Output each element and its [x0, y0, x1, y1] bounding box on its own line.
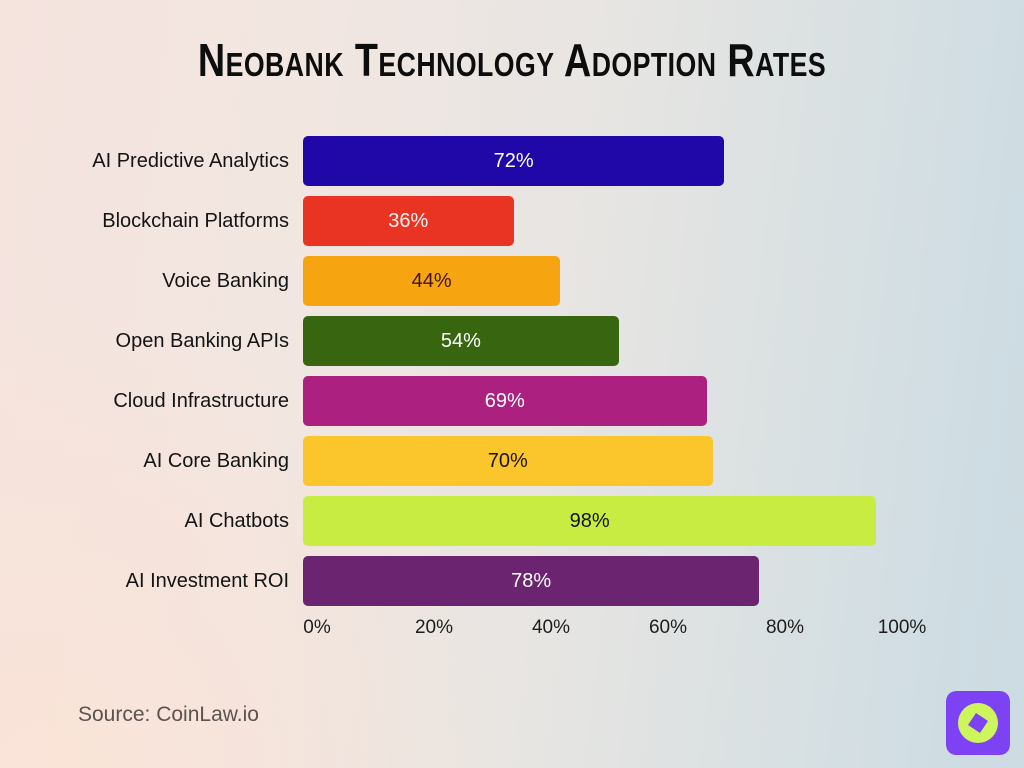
bar-row: AI Chatbots 98%: [0, 491, 1024, 551]
category-label: AI Predictive Analytics: [92, 149, 289, 172]
bar-blockchain-platforms: 36%: [303, 196, 514, 246]
bar-track: 70%: [303, 436, 888, 486]
bar-ai-predictive-analytics: 72%: [303, 136, 725, 186]
coinlaw-logo-icon: [946, 691, 1010, 755]
bar-value-label: 36%: [388, 209, 429, 232]
bar-value-label: 44%: [411, 269, 452, 292]
bar-value-label: 54%: [440, 329, 481, 352]
x-axis-tick: 40%: [531, 617, 571, 638]
bar-row: Blockchain Platforms 36%: [0, 191, 1024, 251]
bar-row: Cloud Infrastructure 69%: [0, 371, 1024, 431]
bar-voice-banking: 44%: [303, 256, 561, 306]
category-label: Blockchain Platforms: [102, 209, 289, 232]
category-label: Open Banking APIs: [115, 329, 289, 352]
category-label: AI Investment ROI: [125, 569, 289, 592]
bar-row: AI Core Banking 70%: [0, 431, 1024, 491]
bar-value-label: 72%: [493, 149, 534, 172]
category-label: Cloud Infrastructure: [113, 389, 289, 412]
bar-track: 54%: [303, 316, 888, 366]
bar-rows: AI Predictive Analytics 72% Blockchain Pla…: [0, 131, 1024, 611]
bar-value-label: 78%: [511, 569, 552, 592]
bar-track: 72%: [303, 136, 888, 186]
bar-open-banking-apis: 54%: [303, 316, 619, 366]
bar-chart: AI Predictive Analytics 72% Blockchain Pla…: [0, 131, 1024, 645]
category-label: Voice Banking: [162, 269, 289, 292]
bar-value-label: 70%: [487, 449, 528, 472]
bar-row: AI Investment ROI 78%: [0, 551, 1024, 611]
source-credit: Source: CoinLaw.io: [78, 703, 259, 726]
x-axis-tick: 0%: [303, 617, 331, 638]
bar-track: 36%: [303, 196, 888, 246]
x-axis-tick: 80%: [765, 617, 805, 638]
bar-track: 44%: [303, 256, 888, 306]
x-axis: 0% 20% 40% 60% 80% 100%: [303, 611, 926, 645]
x-axis-tick: 20%: [414, 617, 454, 638]
bar-value-label: 98%: [569, 509, 610, 532]
bar-ai-core-banking: 70%: [303, 436, 713, 486]
bar-ai-investment-roi: 78%: [303, 556, 760, 606]
category-label: AI Core Banking: [143, 449, 289, 472]
x-axis-tick: 60%: [648, 617, 688, 638]
category-label: AI Chatbots: [184, 509, 289, 532]
x-axis-tick: 100%: [877, 617, 927, 638]
bar-ai-chatbots: 98%: [303, 496, 877, 546]
bar-value-label: 69%: [484, 389, 525, 412]
bar-row: Open Banking APIs 54%: [0, 311, 1024, 371]
bar-row: AI Predictive Analytics 72%: [0, 131, 1024, 191]
bar-track: 98%: [303, 496, 888, 546]
bar-row: Voice Banking 44%: [0, 251, 1024, 311]
bar-track: 69%: [303, 376, 888, 426]
bar-track: 78%: [303, 556, 888, 606]
bar-cloud-infrastructure: 69%: [303, 376, 707, 426]
chart-title: Neobank Technology Adoption Rates: [197, 34, 827, 87]
